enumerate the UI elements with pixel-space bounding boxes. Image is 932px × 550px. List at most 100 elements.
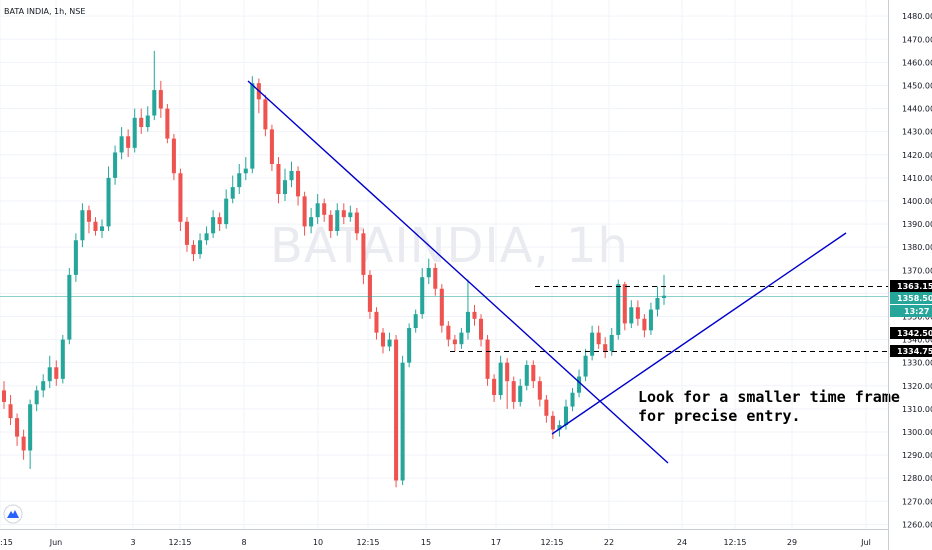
candle[interactable] bbox=[648, 302, 653, 335]
tradingview-logo-icon[interactable] bbox=[3, 504, 23, 524]
candle[interactable] bbox=[459, 328, 464, 349]
candle[interactable] bbox=[394, 334, 399, 488]
candle[interactable] bbox=[465, 279, 470, 340]
candle[interactable] bbox=[54, 360, 59, 386]
candle[interactable] bbox=[498, 355, 503, 400]
candle[interactable] bbox=[550, 411, 555, 439]
candle[interactable] bbox=[28, 399, 33, 469]
candle[interactable] bbox=[544, 395, 549, 423]
candle[interactable] bbox=[93, 217, 98, 236]
candle[interactable] bbox=[622, 281, 627, 331]
candle[interactable] bbox=[67, 267, 72, 345]
candle[interactable] bbox=[426, 258, 431, 285]
candle[interactable] bbox=[302, 191, 307, 236]
candle[interactable] bbox=[629, 300, 634, 329]
candle[interactable] bbox=[583, 348, 588, 382]
candle[interactable] bbox=[511, 376, 516, 409]
candle[interactable] bbox=[367, 270, 372, 319]
candle[interactable] bbox=[446, 321, 451, 347]
candle[interactable] bbox=[60, 334, 65, 384]
candle[interactable] bbox=[596, 325, 601, 349]
candle[interactable] bbox=[380, 328, 386, 354]
candle[interactable] bbox=[609, 328, 614, 356]
candle[interactable] bbox=[296, 166, 301, 206]
candle[interactable] bbox=[322, 198, 327, 222]
candle[interactable] bbox=[178, 168, 183, 232]
candle[interactable] bbox=[420, 267, 425, 319]
candle[interactable] bbox=[165, 103, 170, 144]
candle[interactable] bbox=[126, 129, 131, 158]
candle[interactable] bbox=[309, 207, 314, 234]
candle[interactable] bbox=[452, 334, 457, 352]
candle[interactable] bbox=[328, 210, 333, 238]
candle[interactable] bbox=[276, 157, 281, 204]
candle[interactable] bbox=[642, 314, 647, 338]
candle[interactable] bbox=[590, 325, 595, 361]
candle[interactable] bbox=[354, 207, 359, 241]
candle[interactable] bbox=[8, 395, 13, 426]
candle[interactable] bbox=[603, 337, 608, 359]
candle[interactable] bbox=[73, 233, 78, 282]
candle[interactable] bbox=[113, 145, 118, 185]
candle[interactable] bbox=[139, 108, 144, 134]
candle[interactable] bbox=[315, 194, 320, 225]
candle[interactable] bbox=[1, 381, 7, 409]
candle[interactable] bbox=[132, 108, 137, 153]
candle[interactable] bbox=[400, 355, 405, 486]
candle[interactable] bbox=[361, 228, 366, 285]
candle[interactable] bbox=[15, 413, 20, 446]
candle[interactable] bbox=[243, 157, 248, 181]
candle[interactable] bbox=[47, 355, 52, 389]
candle[interactable] bbox=[230, 175, 235, 204]
candle[interactable] bbox=[250, 76, 255, 174]
candle[interactable] bbox=[655, 286, 660, 317]
candle[interactable] bbox=[570, 388, 575, 412]
candle[interactable] bbox=[237, 164, 242, 195]
candle[interactable] bbox=[479, 314, 484, 347]
candle[interactable] bbox=[184, 217, 189, 252]
candle[interactable] bbox=[413, 309, 418, 333]
candle[interactable] bbox=[537, 376, 542, 407]
candle[interactable] bbox=[492, 374, 497, 402]
candle[interactable] bbox=[34, 385, 39, 412]
price-axis[interactable]: 1260.00 1270.00 1280.00 1290.00 1300.00 1310.… bbox=[902, 12, 932, 529]
candle[interactable] bbox=[145, 106, 150, 132]
candle[interactable] bbox=[158, 80, 163, 118]
candles[interactable] bbox=[1, 50, 667, 488]
candle[interactable] bbox=[635, 300, 640, 326]
candle[interactable] bbox=[106, 166, 111, 232]
time-axis[interactable]: :15 Jun 3 12:15 8 10 12:15 15 17 12:15 22 24 12:15 29… bbox=[0, 538, 871, 547]
candle[interactable] bbox=[472, 304, 477, 326]
downtrend-line[interactable] bbox=[247, 80, 669, 464]
candle[interactable] bbox=[41, 374, 46, 398]
candle[interactable] bbox=[217, 212, 222, 232]
candle[interactable] bbox=[289, 161, 294, 188]
candle[interactable] bbox=[171, 133, 176, 181]
candle[interactable] bbox=[211, 210, 216, 238]
candle[interactable] bbox=[21, 429, 26, 460]
candle[interactable] bbox=[224, 189, 229, 229]
candle[interactable] bbox=[198, 233, 203, 259]
candle[interactable] bbox=[341, 203, 346, 225]
candle[interactable] bbox=[335, 203, 340, 236]
candle[interactable] bbox=[505, 358, 510, 409]
candle[interactable] bbox=[99, 219, 105, 238]
candle[interactable] bbox=[348, 205, 353, 222]
candle[interactable] bbox=[616, 279, 621, 340]
candle[interactable] bbox=[577, 369, 582, 398]
candle[interactable] bbox=[439, 284, 444, 333]
candle[interactable] bbox=[80, 203, 85, 248]
candle[interactable] bbox=[485, 334, 490, 386]
candle[interactable] bbox=[661, 274, 667, 305]
candle[interactable] bbox=[407, 323, 412, 368]
candle[interactable] bbox=[531, 360, 536, 389]
candle[interactable] bbox=[191, 240, 196, 262]
uptrend-line[interactable] bbox=[551, 232, 847, 435]
candle[interactable] bbox=[256, 78, 261, 114]
candle[interactable] bbox=[387, 332, 392, 352]
candle[interactable] bbox=[433, 263, 438, 296]
candle[interactable] bbox=[204, 226, 209, 245]
candle[interactable] bbox=[374, 307, 379, 340]
candle[interactable] bbox=[518, 378, 523, 407]
